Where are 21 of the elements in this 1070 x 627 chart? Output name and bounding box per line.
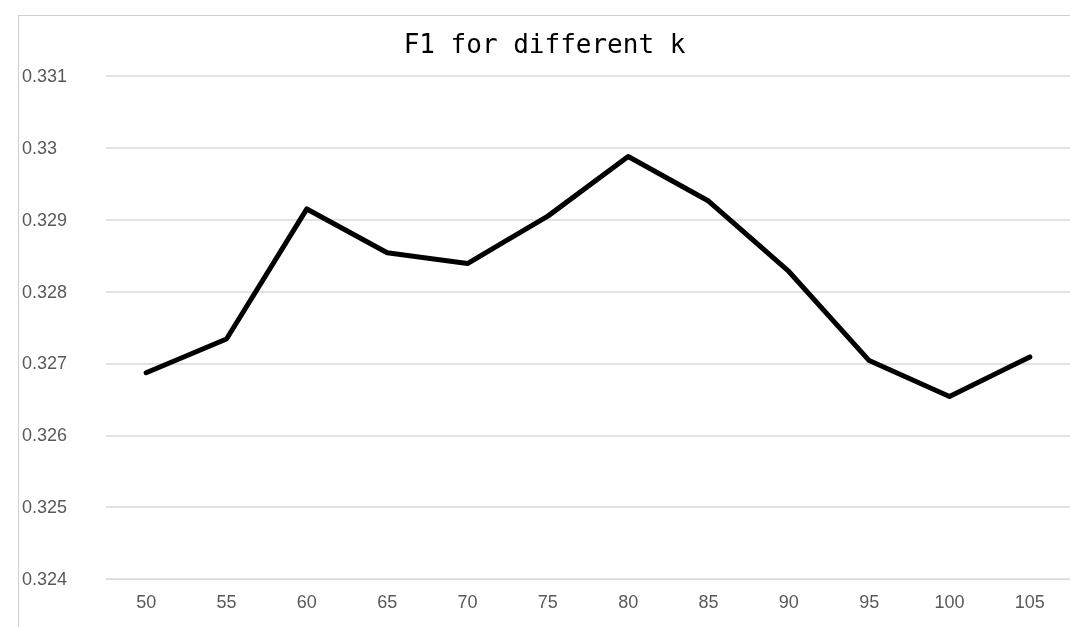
chart-title: F1 for different k (403, 29, 686, 59)
x-tick-label: 90 (778, 592, 799, 612)
x-tick-label: 100 (934, 592, 965, 612)
y-tick-label: 0.331 (22, 66, 68, 86)
y-tick-label: 0.325 (22, 497, 68, 518)
x-tick-label: 60 (296, 592, 317, 612)
x-tick-label: 80 (618, 592, 639, 612)
x-tick-label: 75 (537, 592, 558, 612)
x-tick-label: 85 (698, 592, 719, 612)
y-tick-label: 0.33 (22, 137, 58, 158)
y-tick-label: 0.326 (22, 425, 68, 446)
x-tick-label: 55 (216, 592, 237, 612)
x-tick-label: 70 (457, 592, 478, 612)
y-tick-label: 0.329 (22, 209, 68, 230)
x-tick-label: 50 (136, 592, 157, 612)
y-tick-label: 0.328 (22, 281, 68, 302)
y-tick-label: 0.327 (22, 353, 68, 374)
y-tick-label: 0.324 (22, 569, 68, 589)
x-tick-label: 95 (859, 592, 880, 612)
x-tick-label: 105 (1014, 592, 1045, 612)
x-tick-label: 65 (377, 592, 398, 612)
